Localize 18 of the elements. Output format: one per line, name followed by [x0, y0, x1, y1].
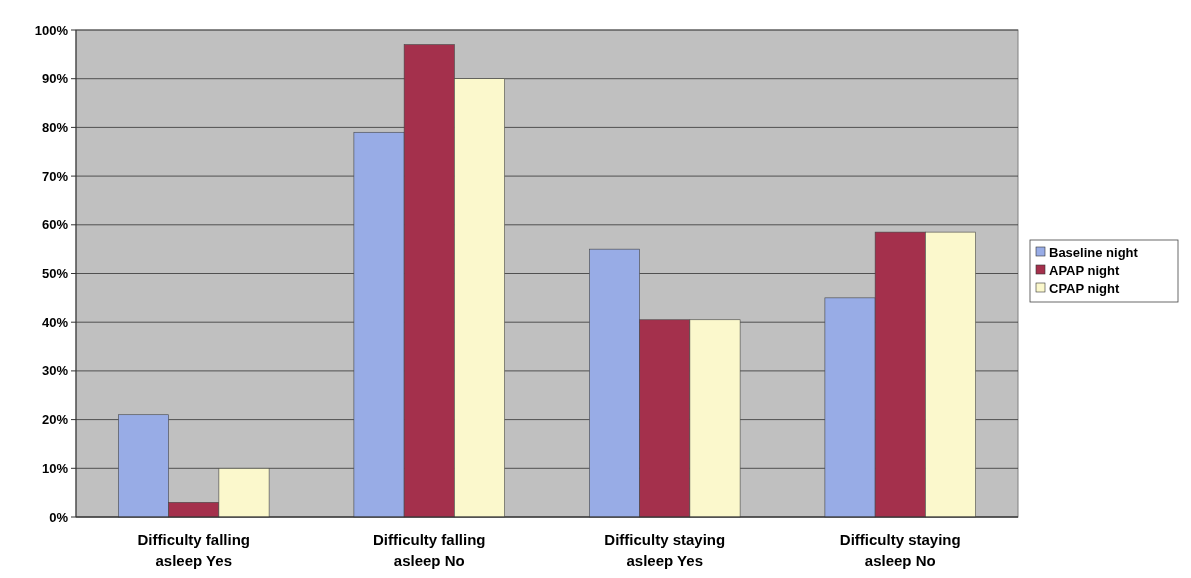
y-tick-label: 60% — [41, 217, 69, 233]
legend-label: Baseline night — [1049, 244, 1139, 260]
x-tick-label: Difficulty falling asleep No — [373, 531, 486, 569]
y-tick-label: 90% — [41, 71, 69, 87]
y-tick-label: 10% — [41, 460, 69, 476]
x-tick-label: Difficulty staying asleep No — [839, 531, 961, 569]
legend-label: APAP night — [1049, 262, 1120, 278]
x-tick-label: Difficulty staying asleep Yes — [604, 531, 726, 569]
y-tick-label: 100% — [34, 22, 69, 38]
y-tick-label: 50% — [41, 266, 69, 282]
x-tick-label: Difficulty falling asleep Yes — [137, 531, 250, 569]
y-tick-label: 80% — [41, 119, 69, 135]
y-tick-label: 20% — [41, 412, 69, 428]
y-tick-label: 40% — [41, 314, 69, 330]
y-tick-label: 0% — [49, 509, 69, 525]
y-tick-label: 70% — [41, 168, 69, 184]
y-tick-label: 30% — [41, 363, 69, 379]
legend-label: CPAP night — [1049, 280, 1120, 296]
